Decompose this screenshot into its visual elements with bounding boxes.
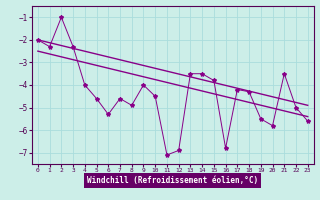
X-axis label: Windchill (Refroidissement éolien,°C): Windchill (Refroidissement éolien,°C) bbox=[87, 176, 258, 185]
